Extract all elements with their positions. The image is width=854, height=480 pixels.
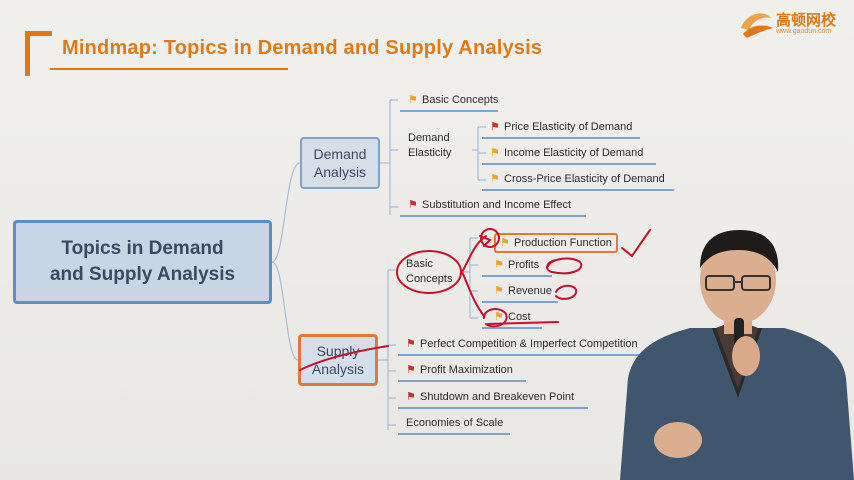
underline	[400, 110, 498, 112]
profits-item: ⚑ Profits	[494, 259, 540, 271]
underline	[482, 275, 552, 277]
supply-label-1: Supply	[316, 343, 360, 359]
cost-item: ⚑ Cost	[494, 311, 531, 323]
root-node: Topics in Demand and Supply Analysis	[13, 220, 272, 304]
flag-icon: ⚑	[490, 173, 500, 185]
demand-label-2: Analysis	[313, 164, 367, 180]
logo-text: 高顿网校	[776, 12, 837, 29]
supply-label-2: Analysis	[311, 361, 365, 377]
underline	[482, 163, 656, 165]
underline	[398, 380, 526, 382]
underline	[482, 189, 674, 191]
underline	[482, 327, 542, 329]
root-line-1: Topics in Demand	[61, 238, 224, 259]
root-line-2: and Supply Analysis	[49, 264, 236, 285]
underline	[400, 215, 586, 217]
flag-icon: ⚑	[500, 237, 510, 249]
underline	[398, 354, 656, 356]
price-elasticity-item: ⚑ Price Elasticity of Demand	[490, 121, 633, 133]
substitution-income-effect: ⚑ Substitution and Income Effect	[408, 199, 571, 211]
perfect-imperfect-competition: ⚑ Perfect Competition & Imperfect Competi…	[406, 338, 638, 350]
flag-icon: ⚑	[490, 121, 500, 133]
supply-analysis-node: Supply Analysis	[298, 334, 378, 386]
flag-icon: ⚑	[406, 391, 416, 403]
logo-url: www.gaodun.com	[776, 28, 832, 35]
flag-icon: ⚑	[406, 338, 416, 350]
production-function-item: ⚑ Production Function	[494, 233, 618, 253]
page-title: Mindmap: Topics in Demand and Supply Ana…	[62, 37, 543, 59]
flag-icon: ⚑	[408, 199, 418, 211]
demand-basic-concepts: ⚑ Basic Concepts	[408, 94, 499, 106]
underline	[398, 433, 510, 435]
underline	[482, 301, 558, 303]
revenue-item: ⚑ Revenue	[494, 285, 553, 297]
flag-icon: ⚑	[408, 94, 418, 106]
supply-basic-concepts-label: Basic Concepts	[406, 258, 453, 285]
income-elasticity-item: ⚑ Income Elasticity of Demand	[490, 147, 644, 159]
economies-of-scale: Economies of Scale	[406, 417, 504, 429]
demand-analysis-node: Demand Analysis	[300, 137, 380, 189]
flag-icon: ⚑	[494, 311, 504, 323]
demand-elasticity-label: Demand Elasticity	[408, 132, 452, 159]
cross-price-elasticity-item: ⚑ Cross-Price Elasticity of Demand	[490, 173, 665, 185]
flag-icon: ⚑	[494, 259, 504, 271]
demand-label-1: Demand	[313, 146, 367, 162]
gaodun-logo-icon	[741, 13, 773, 38]
shutdown-breakeven-point: ⚑ Shutdown and Breakeven Point	[406, 391, 575, 403]
underline	[398, 407, 588, 409]
flag-icon: ⚑	[406, 364, 416, 376]
flag-icon: ⚑	[494, 285, 504, 297]
flag-icon: ⚑	[490, 147, 500, 159]
title-bracket	[25, 31, 52, 76]
presenter-image	[620, 230, 854, 480]
underline	[482, 137, 640, 139]
title-underline	[50, 68, 288, 70]
profit-maximization: ⚑ Profit Maximization	[406, 364, 513, 376]
